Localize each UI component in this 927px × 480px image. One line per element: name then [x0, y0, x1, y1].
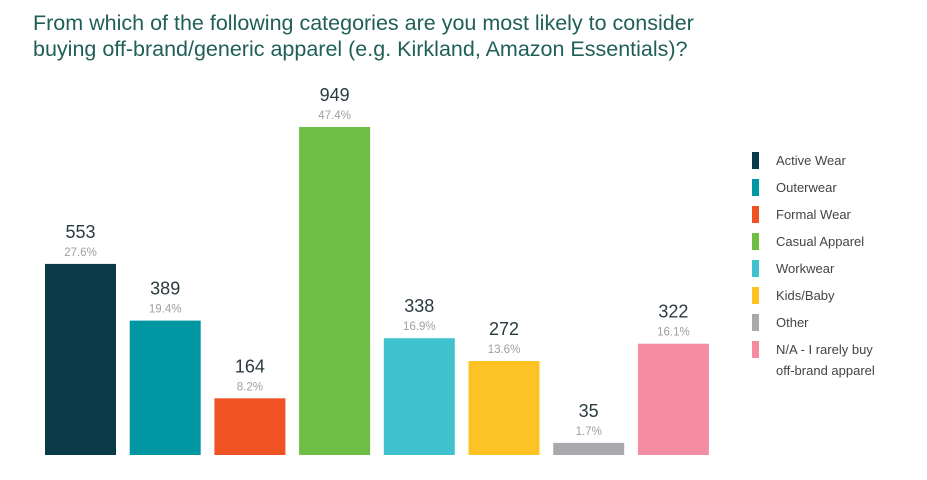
- legend-swatch-active-wear: [752, 152, 759, 169]
- bar-na: [637, 343, 709, 455]
- bar-other: [553, 442, 625, 455]
- bar-value-label-na: 322: [658, 302, 688, 322]
- chart-title: From which of the following categories a…: [33, 10, 753, 62]
- bar-percent-label-outerwear: 19.4%: [149, 304, 182, 316]
- legend-label-other: Other: [776, 315, 809, 330]
- legend-swatch-na: [752, 341, 759, 358]
- bar-value-label-kids-baby: 272: [489, 319, 519, 339]
- legend-item-outerwear: Outerwear: [752, 177, 922, 204]
- legend-swatch-casual-apparel: [752, 233, 759, 250]
- bar-percent-label-na: 16.1%: [657, 327, 690, 339]
- bar-value-label-casual-apparel: 949: [320, 85, 350, 105]
- bar-percent-label-formal-wear: 8.2%: [237, 381, 263, 393]
- legend-item-na: N/A - I rarely buy off-brand apparel: [752, 339, 922, 381]
- legend-label-active-wear: Active Wear: [776, 153, 846, 168]
- bar-percent-label-other: 1.7%: [576, 426, 602, 438]
- legend-swatch-outerwear: [752, 179, 759, 196]
- bar-percent-label-casual-apparel: 47.4%: [318, 110, 351, 122]
- bar-outerwear: [129, 320, 201, 455]
- chart-title-line-1: From which of the following categories a…: [33, 11, 694, 35]
- bar-value-label-active-wear: 553: [65, 222, 95, 242]
- bar-percent-label-workwear: 16.9%: [403, 321, 436, 333]
- legend-item-other: Other: [752, 312, 922, 339]
- bar-workwear: [383, 338, 455, 455]
- chart-title-line-2: buying off-brand/generic apparel (e.g. K…: [33, 37, 688, 61]
- legend-label-na: N/A - I rarely buy off-brand apparel: [776, 342, 875, 378]
- legend-item-active-wear: Active Wear: [752, 150, 922, 177]
- legend-item-workwear: Workwear: [752, 258, 922, 285]
- bar-formal-wear: [214, 398, 286, 455]
- bar-value-label-formal-wear: 164: [235, 356, 265, 376]
- bar-percent-label-kids-baby: 13.6%: [488, 344, 521, 356]
- bar-value-label-outerwear: 389: [150, 279, 180, 299]
- legend-label-casual-apparel: Casual Apparel: [776, 234, 865, 249]
- bar-chart: 553 27.6% 389 19.4% 164 8.2% 949 47.4% 338 16.9% 2…: [45, 85, 709, 455]
- bar-value-label-other: 35: [579, 401, 599, 421]
- chart-legend: Active Wear Outerwear Formal Wear Casual…: [752, 150, 922, 381]
- bar-casual-apparel: [299, 127, 371, 455]
- bar-percent-label-active-wear: 27.6%: [64, 247, 97, 259]
- legend-swatch-other: [752, 314, 759, 331]
- bar-kids-baby: [468, 361, 540, 455]
- legend-swatch-kids-baby: [752, 287, 759, 304]
- legend-item-formal-wear: Formal Wear: [752, 204, 922, 231]
- legend-item-casual-apparel: Casual Apparel: [752, 231, 922, 258]
- legend-label-formal-wear: Formal Wear: [776, 207, 851, 222]
- legend-swatch-workwear: [752, 260, 759, 277]
- legend-label-workwear: Workwear: [776, 261, 835, 276]
- bar-active-wear: [45, 263, 116, 455]
- legend-label-kids-baby: Kids/Baby: [776, 288, 835, 303]
- legend-swatch-formal-wear: [752, 206, 759, 223]
- legend-label-outerwear: Outerwear: [776, 180, 837, 195]
- bar-value-label-workwear: 338: [404, 296, 434, 316]
- legend-item-kids-baby: Kids/Baby: [752, 285, 922, 312]
